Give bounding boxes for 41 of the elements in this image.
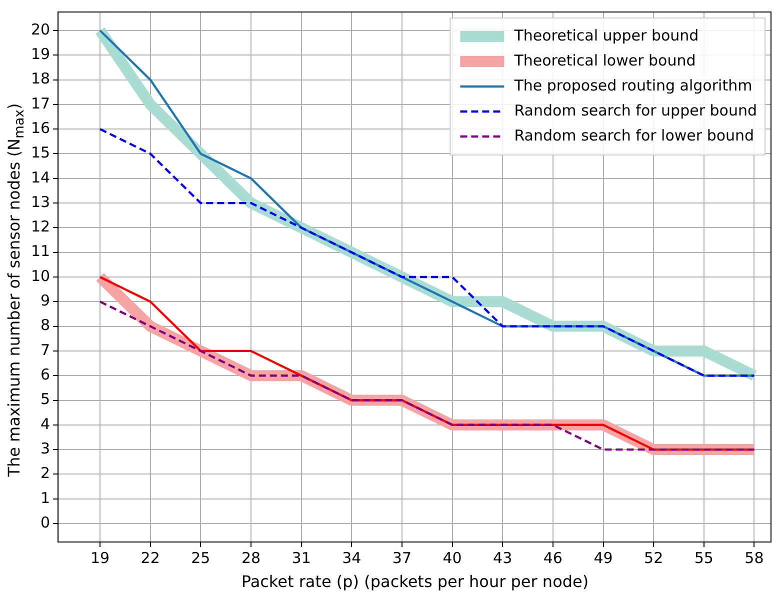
y-tick-label: 20 <box>30 20 50 38</box>
x-tick-label: 43 <box>493 548 512 567</box>
x-tick-label: 40 <box>442 548 462 567</box>
y-tick-label: 6 <box>40 365 50 384</box>
legend-label: The proposed routing algorithm <box>513 76 752 94</box>
y-tick-label: 11 <box>30 242 50 260</box>
y-tick-label: 15 <box>30 144 50 162</box>
x-tick-label: 37 <box>392 548 412 567</box>
y-tick-label: 1 <box>40 488 50 507</box>
y-tick-label: 7 <box>40 340 50 359</box>
y-tick-label: 16 <box>30 118 50 137</box>
legend-label: Theoretical upper bound <box>513 26 699 44</box>
x-axis-title: Packet rate (p) (packets per hour per node) <box>241 572 589 591</box>
x-tick-label: 34 <box>342 548 362 567</box>
x-tick-label: 31 <box>292 548 311 567</box>
y-tick-label: 10 <box>30 266 50 285</box>
x-tick-label: 22 <box>140 548 160 567</box>
y-tick-label: 18 <box>30 70 50 88</box>
y-tick-label: 5 <box>40 390 50 408</box>
x-tick-label: 55 <box>694 548 714 567</box>
y-tick-label: 2 <box>40 464 50 482</box>
y-tick-label: 13 <box>30 192 50 211</box>
y-tick-label: 17 <box>30 94 50 112</box>
legend-label: Random search for lower bound <box>514 126 754 144</box>
x-tick-label: 52 <box>644 548 664 567</box>
legend-label: Theoretical lower bound <box>513 51 696 70</box>
y-tick-label: 14 <box>30 168 50 186</box>
x-tick-label: 25 <box>191 548 210 567</box>
x-tick-label: 19 <box>90 548 110 567</box>
y-tick-label: 9 <box>40 292 50 310</box>
y-tick-label: 3 <box>40 439 50 458</box>
y-tick-label: 12 <box>30 218 50 236</box>
x-tick-label: 58 <box>744 548 764 567</box>
x-tick-label: 46 <box>543 548 562 567</box>
y-tick-label: 19 <box>30 45 50 64</box>
legend-label: Random search for upper bound <box>514 101 758 120</box>
y-tick-label: 0 <box>40 513 50 532</box>
x-tick-label: 49 <box>594 548 613 567</box>
x-tick-label: 28 <box>241 548 261 567</box>
y-tick-label: 8 <box>40 316 50 334</box>
y-tick-label: 4 <box>40 414 50 433</box>
